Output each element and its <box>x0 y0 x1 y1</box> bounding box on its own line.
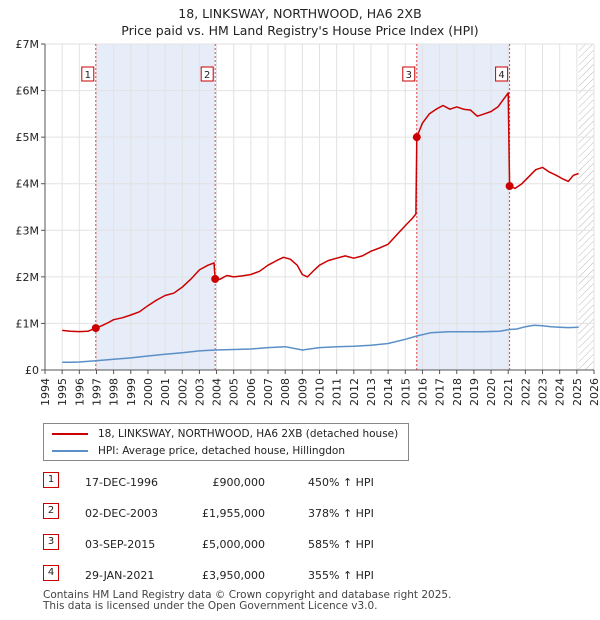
x-tick-label: 2019 <box>468 378 481 406</box>
y-tick-label: £7M <box>16 38 40 51</box>
x-tick-label: 2026 <box>588 378 600 406</box>
table-row: 3 03-SEP-2015 £5,000,000 585% ↑ HPI <box>43 534 443 558</box>
x-tick-label: 1994 <box>39 378 52 406</box>
x-tick-label: 2004 <box>211 378 224 406</box>
sale-date: 29-JAN-2021 <box>85 569 155 582</box>
y-tick-label: £2M <box>16 271 40 284</box>
x-tick-label: 2025 <box>571 378 584 406</box>
sale-label-number: 4 <box>498 70 504 81</box>
hpi-series-line <box>62 324 579 364</box>
table-row: 2 02-DEC-2003 £1,955,000 378% ↑ HPI <box>43 503 443 527</box>
x-tick-label: 2016 <box>416 378 429 406</box>
sale-hpi-change: 585% ↑ HPI <box>308 538 374 551</box>
x-tick-label: 1996 <box>73 378 86 406</box>
x-tick-label: 1999 <box>125 378 138 406</box>
x-tick-label: 2008 <box>279 378 292 406</box>
sale-point <box>412 133 421 142</box>
sale-hpi-change: 355% ↑ HPI <box>308 569 374 582</box>
x-tick-label: 2009 <box>296 378 309 406</box>
sale-hpi-change: 378% ↑ HPI <box>308 507 374 520</box>
sale-label-box <box>81 66 95 82</box>
forecast-hatch-area <box>578 44 594 370</box>
shaded-ownership-period <box>95 44 216 370</box>
sale-price: £3,950,000 <box>202 569 265 582</box>
sale-number-badge: 3 <box>43 534 59 550</box>
y-tick-label: £0 <box>25 364 39 377</box>
x-tick-label: 2002 <box>176 378 189 406</box>
legend-item-hpi: HPI: Average price, detached house, Hill… <box>52 443 345 459</box>
table-row: 4 29-JAN-2021 £3,950,000 355% ↑ HPI <box>43 565 443 589</box>
shaded-ownership-period <box>416 44 510 370</box>
sale-number-badge: 4 <box>43 565 59 581</box>
x-tick-label: 1998 <box>108 378 121 406</box>
x-tick-label: 1997 <box>90 378 103 406</box>
sale-price: £1,955,000 <box>202 507 265 520</box>
x-tick-label: 2013 <box>365 378 378 406</box>
sale-point <box>91 324 100 333</box>
x-tick-label: 2022 <box>519 378 532 406</box>
x-tick-label: 2001 <box>159 378 172 406</box>
sale-point <box>505 182 514 191</box>
x-tick-label: 2007 <box>262 378 275 406</box>
sale-label-number: 3 <box>406 70 412 81</box>
y-tick-label: £6M <box>16 85 40 98</box>
footer: Contains HM Land Registry data © Crown c… <box>43 590 451 612</box>
x-tick-label: 2024 <box>554 378 567 406</box>
x-tick-label: 2000 <box>142 378 155 406</box>
sale-date: 17-DEC-1996 <box>85 476 159 489</box>
sale-label-number: 2 <box>204 70 210 81</box>
x-tick-label: 2023 <box>537 378 550 406</box>
y-tick-label: £5M <box>16 131 40 144</box>
x-tick-label: 2021 <box>502 378 515 406</box>
sale-price: £900,000 <box>212 476 266 489</box>
sale-number-badge: 1 <box>43 472 59 488</box>
sale-hpi-change: 450% ↑ HPI <box>308 476 374 489</box>
x-tick-label: 2006 <box>245 378 258 406</box>
x-tick-label: 1995 <box>56 378 69 406</box>
y-tick-label: £1M <box>16 317 40 330</box>
y-tick-label: £4M <box>16 178 40 191</box>
x-tick-label: 2017 <box>434 378 447 406</box>
legend-label-property: 18, LINKSWAY, NORTHWOOD, HA6 2XB (detach… <box>98 428 399 440</box>
x-tick-label: 2003 <box>193 378 206 406</box>
x-tick-label: 2005 <box>228 378 241 406</box>
sale-number-badge: 2 <box>43 503 59 519</box>
legend-item-property: 18, LINKSWAY, NORTHWOOD, HA6 2XB (detach… <box>52 426 398 442</box>
sale-point <box>211 274 220 283</box>
footer-copyright: Contains HM Land Registry data © Crown c… <box>43 589 452 601</box>
sale-label-box <box>200 66 214 82</box>
x-tick-label: 2014 <box>382 378 395 406</box>
sale-date: 02-DEC-2003 <box>85 507 159 520</box>
property-series-line <box>62 92 579 333</box>
sale-label-number: 1 <box>85 70 91 81</box>
legend-swatch-property <box>52 433 88 435</box>
x-tick-label: 2020 <box>485 378 498 406</box>
sale-label-box <box>495 66 509 82</box>
x-tick-label: 2015 <box>399 378 412 406</box>
sale-label-box <box>402 66 416 82</box>
sale-price: £5,000,000 <box>202 538 265 551</box>
legend-swatch-hpi <box>52 450 88 452</box>
legend: 18, LINKSWAY, NORTHWOOD, HA6 2XB (detach… <box>43 423 409 461</box>
legend-label-hpi: HPI: Average price, detached house, Hill… <box>98 445 345 457</box>
x-tick-label: 2012 <box>348 378 361 406</box>
y-tick-label: £3M <box>16 224 40 237</box>
table-row: 1 17-DEC-1996 £900,000 450% ↑ HPI <box>43 472 443 496</box>
x-tick-label: 2011 <box>331 378 344 406</box>
sale-date: 03-SEP-2015 <box>85 538 156 551</box>
chart-subtitle: Price paid vs. HM Land Registry's House … <box>121 23 479 38</box>
chart-title-block: 18, LINKSWAY, NORTHWOOD, HA6 2XB Price p… <box>0 5 600 39</box>
chart-title: 18, LINKSWAY, NORTHWOOD, HA6 2XB <box>178 6 422 21</box>
x-tick-label: 2010 <box>314 378 327 406</box>
footer-licence: This data is licensed under the Open Gov… <box>43 600 378 612</box>
x-tick-label: 2018 <box>451 378 464 406</box>
price-chart: £0 £1M £2M £3M £4M £5M £6M £7M 1994 1995 1996 1997 1… <box>16 38 600 406</box>
